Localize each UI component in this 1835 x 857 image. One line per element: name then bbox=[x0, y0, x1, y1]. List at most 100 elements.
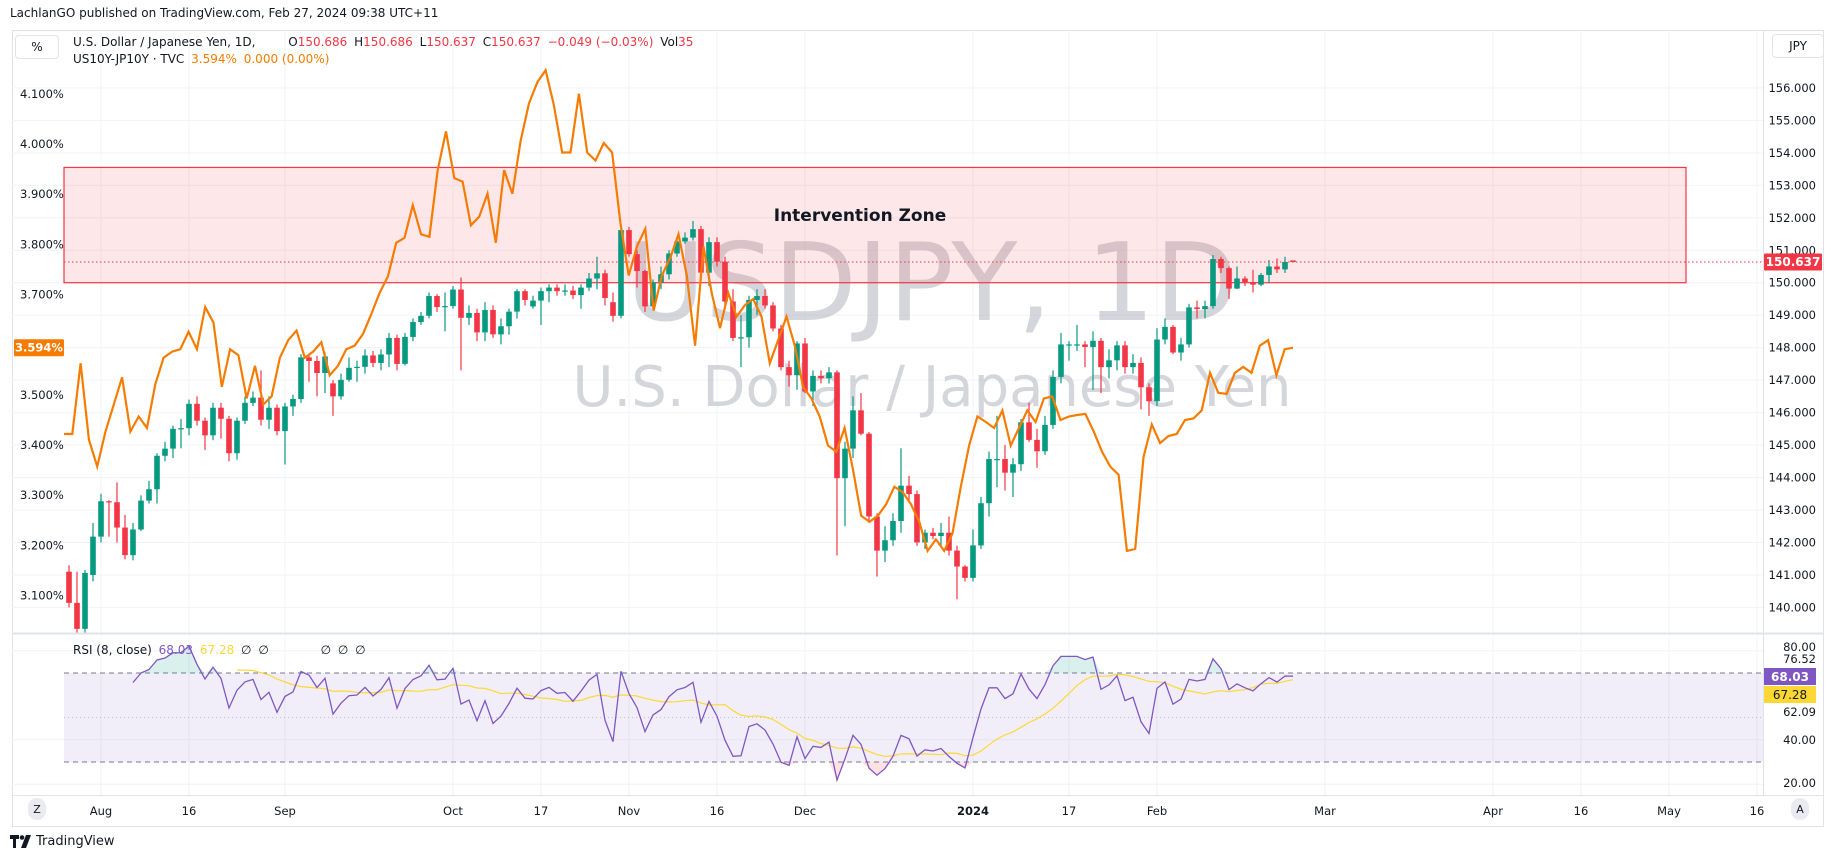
candle bbox=[154, 453, 160, 504]
brand-name: TradingView bbox=[36, 834, 115, 849]
candle bbox=[954, 545, 960, 600]
rsi-title[interactable]: RSI (8, close) bbox=[73, 643, 152, 657]
candle-body bbox=[1242, 278, 1248, 283]
candle-body bbox=[922, 532, 928, 543]
rsi-overbought-fill bbox=[197, 664, 205, 673]
candle-body bbox=[98, 501, 104, 537]
candle-body bbox=[1130, 362, 1136, 368]
price-axis-label: 140.000 bbox=[1768, 600, 1816, 614]
candle bbox=[226, 415, 232, 462]
candle bbox=[418, 311, 424, 325]
candle bbox=[426, 292, 432, 319]
candle bbox=[362, 349, 368, 374]
watermark-title: USDJPY, 1D bbox=[626, 221, 1238, 346]
candle bbox=[346, 357, 352, 382]
price-axis-label: 153.000 bbox=[1768, 178, 1816, 192]
price-axis[interactable]: 156.000155.000154.000153.000152.000151.0… bbox=[1768, 81, 1816, 615]
candle-body bbox=[1274, 266, 1280, 270]
time-axis-label: Apr bbox=[1483, 804, 1503, 818]
candle bbox=[1042, 415, 1048, 455]
candle-body bbox=[530, 300, 536, 307]
percent-scale-button[interactable]: % bbox=[15, 35, 59, 59]
percent-axis[interactable]: 4.100% 4.000% 3.900% 3.800% 3.700% 3.500% 3.40… bbox=[20, 87, 64, 603]
candle bbox=[250, 391, 256, 407]
candle-body bbox=[1258, 274, 1264, 285]
tradingview-logo[interactable]: TradingView bbox=[10, 834, 115, 849]
candle bbox=[610, 292, 616, 322]
candle-body bbox=[618, 230, 624, 316]
candle-body bbox=[738, 337, 744, 339]
intervention-zone[interactable]: Intervention Zone bbox=[63, 166, 1687, 284]
percent-axis-label: 3.200% bbox=[20, 538, 64, 552]
candle bbox=[770, 302, 776, 332]
candle bbox=[82, 570, 88, 633]
candle-body bbox=[122, 527, 128, 556]
candle bbox=[1170, 324, 1176, 355]
legend-close: 150.637 bbox=[491, 35, 541, 49]
candle bbox=[802, 337, 808, 394]
candle-body bbox=[1114, 345, 1120, 361]
candle bbox=[354, 360, 360, 382]
candle bbox=[234, 417, 240, 460]
currency-button[interactable]: JPY bbox=[1772, 34, 1824, 58]
candle-body bbox=[602, 273, 608, 298]
candle bbox=[66, 565, 72, 608]
intervention-zone-rect[interactable] bbox=[63, 166, 1687, 284]
candle bbox=[306, 354, 312, 382]
candle-body bbox=[858, 410, 864, 434]
time-axis-label: Feb bbox=[1147, 804, 1167, 818]
candle-body bbox=[282, 406, 288, 432]
candle-body bbox=[74, 602, 80, 629]
candle bbox=[90, 522, 96, 582]
overlay-symbol[interactable]: US10Y-JP10Y · TVC bbox=[73, 52, 185, 66]
candle-body bbox=[714, 242, 720, 262]
rsi-overbought-fill bbox=[1061, 656, 1069, 673]
candle-body bbox=[898, 485, 904, 522]
candle-body bbox=[1194, 307, 1200, 310]
zoom-button[interactable]: Z bbox=[28, 798, 46, 820]
candle bbox=[330, 380, 336, 416]
candle-body bbox=[266, 407, 272, 420]
rsi-pane bbox=[64, 645, 1763, 783]
candle-body bbox=[1042, 424, 1048, 452]
price-axis-label: 147.000 bbox=[1768, 373, 1816, 387]
main-legend[interactable]: U.S. Dollar / Japanese Yen, 1D, O150.686… bbox=[73, 35, 696, 49]
legend-low-label: L bbox=[419, 35, 427, 49]
candle bbox=[858, 393, 864, 436]
last-price-value: 150.637 bbox=[1766, 255, 1821, 269]
time-axis[interactable]: Aug 16 Sep Oct 17 Nov 16 Dec 2024 17 Feb Mar Apr 16 Ma… bbox=[90, 804, 1765, 818]
candle-body bbox=[306, 357, 312, 361]
candle-body bbox=[850, 410, 856, 449]
rsi-legend[interactable]: RSI (8, close) 68.03 67.28 ∅ ∅ ∅ ∅ ∅ bbox=[73, 643, 369, 657]
candle-body bbox=[146, 489, 152, 501]
candle-body bbox=[842, 448, 848, 479]
candle bbox=[986, 451, 992, 517]
candle-body bbox=[410, 322, 416, 337]
percent-axis-label: 4.100% bbox=[20, 87, 64, 101]
candle bbox=[994, 415, 1000, 488]
time-axis-label: Oct bbox=[443, 804, 463, 818]
candle-body bbox=[458, 289, 464, 318]
candle bbox=[74, 571, 80, 633]
candle-body bbox=[258, 397, 264, 420]
candle bbox=[218, 402, 224, 439]
overlay-legend[interactable]: US10Y-JP10Y · TVC 3.594% 0.000 (0.00%) bbox=[73, 52, 332, 66]
candle bbox=[634, 250, 640, 288]
candle bbox=[1234, 266, 1240, 290]
candle bbox=[1098, 337, 1104, 394]
candle bbox=[1226, 266, 1232, 299]
rsi-oversold-fill bbox=[877, 762, 885, 776]
candle bbox=[1154, 328, 1160, 407]
auto-scale-button[interactable]: A bbox=[1791, 798, 1809, 820]
candle-body bbox=[594, 273, 600, 279]
legend-open-label: O bbox=[288, 35, 298, 49]
rsi-oversold-fill bbox=[965, 762, 973, 768]
legend-symbol[interactable]: U.S. Dollar / Japanese Yen, 1D, bbox=[73, 35, 256, 49]
time-axis-label: 2024 bbox=[957, 804, 989, 818]
candle bbox=[722, 256, 728, 306]
candle bbox=[1066, 341, 1072, 361]
candle bbox=[746, 295, 752, 348]
rsi-overbought-fill bbox=[1053, 656, 1061, 673]
